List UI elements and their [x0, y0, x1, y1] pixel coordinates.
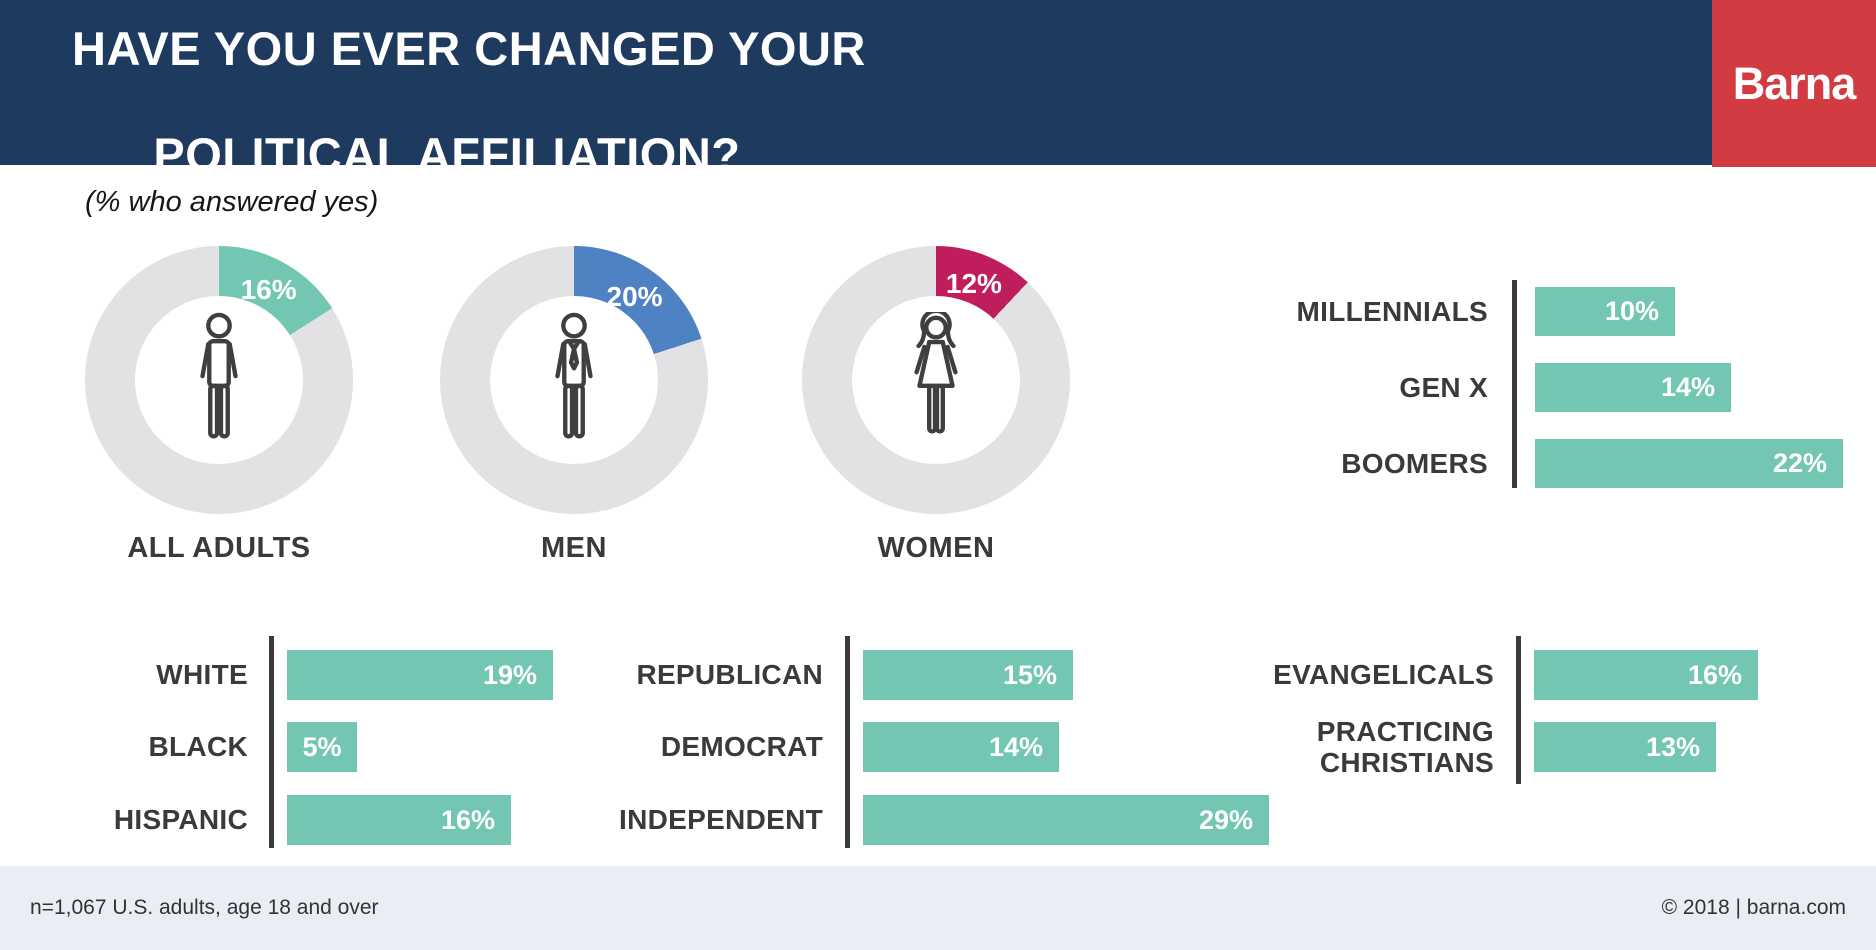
bar-boomers: 22% — [1535, 439, 1843, 488]
bar-label-hispanic: HISPANIC — [113, 804, 248, 836]
male-icon — [200, 312, 238, 439]
donut-hole — [490, 296, 658, 464]
subtitle: (% who answered yes) — [85, 186, 379, 218]
bar-black: 5% — [287, 722, 357, 772]
bar-democrat: 14% — [863, 722, 1059, 772]
donut-label-all-adults: ALL ADULTS — [127, 532, 311, 564]
footer-bar: n=1,067 U.S. adults, age 18 and over © 2… — [0, 866, 1876, 950]
donut-value: 16% — [240, 273, 297, 305]
donut-ring-men: 20% — [440, 246, 708, 514]
donut-ring-women: 12% — [802, 246, 1070, 514]
bar-label-black: BLACK — [148, 731, 248, 763]
axis-line — [1516, 636, 1521, 784]
donut-value: 20% — [606, 280, 663, 312]
axis-line — [1512, 280, 1517, 488]
bar-label-gen-x: GEN X — [1399, 371, 1488, 403]
page-title: HAVE YOU EVER CHANGED YOUR POLITICAL AFF… — [72, 22, 866, 181]
bar-value: 14% — [988, 731, 1043, 762]
donut-hole — [852, 296, 1020, 464]
bar-value: 10% — [1604, 296, 1659, 326]
header-bar: HAVE YOU EVER CHANGED YOUR POLITICAL AFF… — [0, 0, 1712, 181]
donut-label-men: MEN — [541, 532, 607, 564]
bar-label-democrat: DEMOCRAT — [660, 731, 823, 763]
bar-practicing-christians: 13% — [1534, 722, 1716, 772]
title-line-1: HAVE YOU EVER CHANGED YOUR — [72, 22, 866, 75]
title-line-2: POLITICAL AFFILIATION? — [153, 128, 741, 181]
bar-label-republican: REPUBLICAN — [636, 659, 823, 691]
barna-logo: Barna — [1712, 0, 1876, 167]
female-icon — [914, 312, 958, 434]
bar-value: 19% — [482, 659, 537, 690]
male-tie-icon — [555, 312, 593, 439]
bar-value: 29% — [1198, 804, 1253, 835]
sample-note: n=1,067 U.S. adults, age 18 and over — [30, 896, 379, 919]
donut-value: 12% — [945, 268, 1002, 300]
bar-hispanic: 16% — [287, 795, 511, 845]
donut-label-women: WOMEN — [877, 532, 995, 564]
bar-label-evangelicals: EVANGELICALS — [1273, 659, 1494, 691]
bar-value: 15% — [1002, 659, 1057, 690]
bar-millennials: 10% — [1535, 287, 1675, 336]
donut-chart-men: 20% MEN — [440, 246, 708, 586]
donut-ring-all-adults: 16% — [85, 246, 353, 514]
bar-label-white: WHITE — [156, 659, 248, 691]
bar-white: 19% — [287, 650, 553, 700]
axis-line — [845, 636, 850, 848]
copyright: © 2018 | barna.com — [1661, 896, 1846, 919]
donut-hole — [135, 296, 303, 464]
bar-label-boomers: BOOMERS — [1341, 447, 1488, 479]
bar-value: 14% — [1660, 372, 1715, 402]
bar-label-independent: INDEPENDENT — [619, 804, 823, 836]
bar-label-millennials: MILLENNIALS — [1296, 295, 1488, 327]
bar-value: 16% — [440, 804, 495, 835]
donut-chart-all-adults: 16% ALL ADULTS — [85, 246, 353, 586]
bar-evangelicals: 16% — [1534, 650, 1758, 700]
bar-gen-x: 14% — [1535, 363, 1731, 412]
bar-value: 22% — [1772, 448, 1827, 478]
donut-chart-women: 12% WOMEN — [802, 246, 1070, 586]
bar-value: 13% — [1645, 731, 1700, 762]
bar-label-practicing-christians: PRACTICING CHRISTIANS — [1316, 715, 1494, 778]
bar-independent: 29% — [863, 795, 1269, 845]
barna-logo-text: Barna — [1732, 57, 1857, 109]
bar-value: 16% — [1687, 659, 1742, 690]
bar-republican: 15% — [863, 650, 1073, 700]
axis-line — [269, 636, 274, 848]
bar-value: 5% — [302, 731, 342, 762]
